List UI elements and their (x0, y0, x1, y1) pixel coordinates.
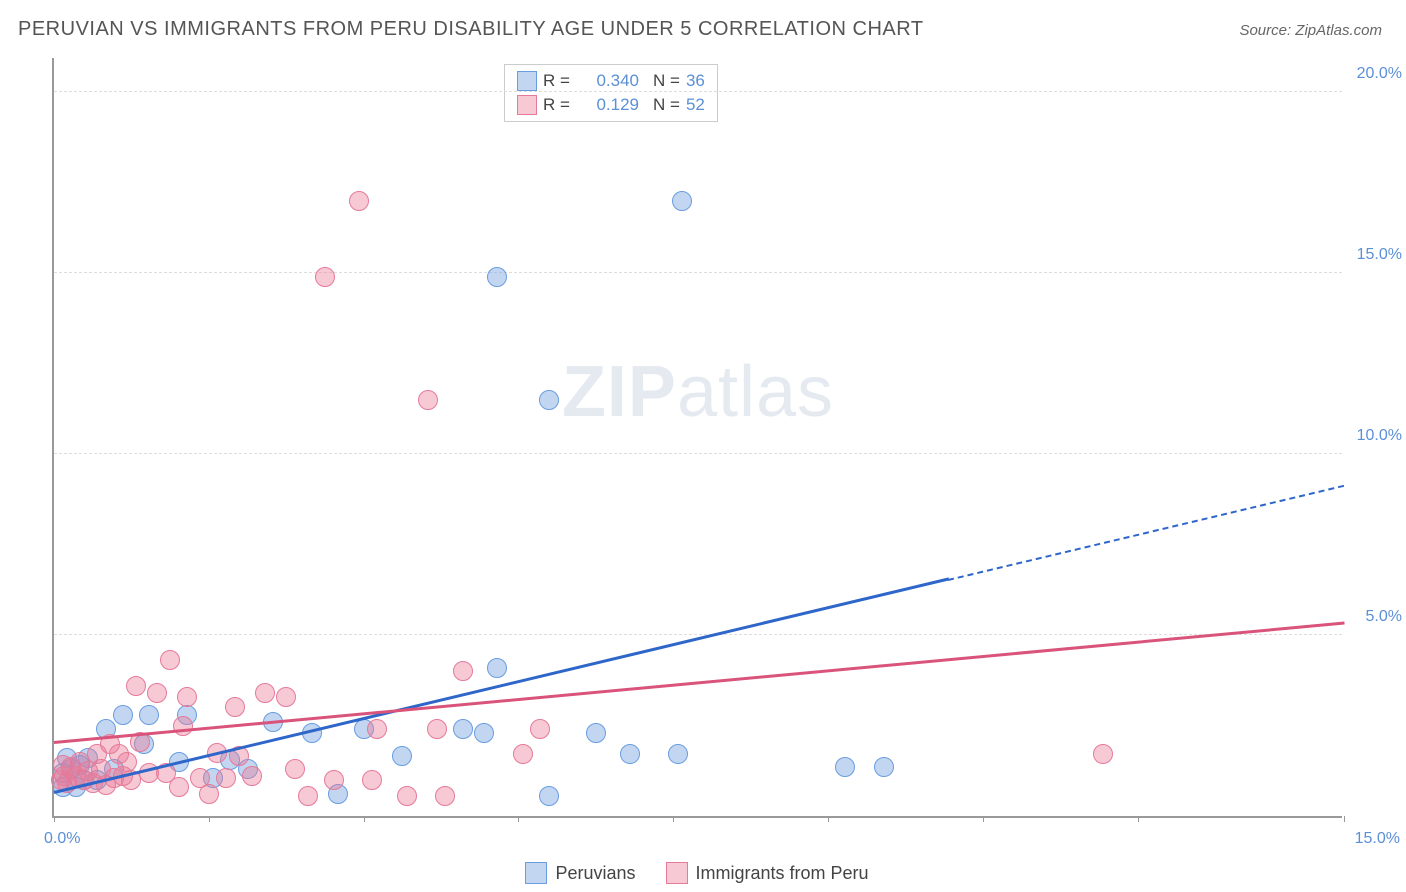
legend-swatch-icon (666, 862, 688, 884)
scatter-point (160, 650, 180, 670)
legend-row-immigrants: R = 0.129 N = 52 (517, 93, 705, 117)
scatter-point (362, 770, 382, 790)
x-tick-mark (518, 816, 519, 822)
scatter-point (392, 746, 412, 766)
n-value: 52 (686, 95, 705, 115)
legend-swatch-icon (517, 71, 537, 91)
legend-item-immigrants: Immigrants from Peru (666, 862, 869, 884)
legend-swatch-icon (525, 862, 547, 884)
scatter-point (530, 719, 550, 739)
scatter-point (539, 786, 559, 806)
series-legend: Peruvians Immigrants from Peru (52, 862, 1342, 884)
scatter-point (586, 723, 606, 743)
x-tick-mark (54, 816, 55, 822)
y-tick-label: 15.0% (1357, 246, 1402, 264)
legend-label: Peruvians (555, 863, 635, 884)
y-tick-label: 20.0% (1357, 65, 1402, 83)
scatter-point (276, 687, 296, 707)
scatter-point (453, 719, 473, 739)
legend-swatch-icon (517, 95, 537, 115)
legend-label: Immigrants from Peru (696, 863, 869, 884)
scatter-point (324, 770, 344, 790)
gridline (54, 91, 1342, 92)
scatter-point (177, 687, 197, 707)
watermark: ZIPatlas (562, 351, 834, 433)
y-tick-label: 10.0% (1357, 427, 1402, 445)
scatter-point (1093, 744, 1113, 764)
scatter-point (367, 719, 387, 739)
y-tick-label: 5.0% (1366, 608, 1402, 626)
gridline (54, 634, 1342, 635)
scatter-point (285, 759, 305, 779)
scatter-point (620, 744, 640, 764)
scatter-point (147, 683, 167, 703)
scatter-point (835, 757, 855, 777)
n-value: 36 (686, 71, 705, 91)
scatter-point (315, 267, 335, 287)
legend-item-peruvians: Peruvians (525, 862, 635, 884)
scatter-point (349, 191, 369, 211)
x-tick-mark (828, 816, 829, 822)
scatter-point (255, 683, 275, 703)
x-tick-label: 15.0% (1355, 830, 1400, 848)
r-value: 0.129 (583, 95, 639, 115)
scatter-point (225, 697, 245, 717)
scatter-point (513, 744, 533, 764)
scatter-point (190, 768, 210, 788)
scatter-point (668, 744, 688, 764)
scatter-point (487, 658, 507, 678)
scatter-point (672, 191, 692, 211)
correlation-legend: R = 0.340 N = 36 R = 0.129 N = 52 (504, 64, 718, 122)
x-tick-mark (673, 816, 674, 822)
scatter-point (242, 766, 262, 786)
gridline (54, 453, 1342, 454)
scatter-point (126, 676, 146, 696)
source-citation: Source: ZipAtlas.com (1239, 22, 1382, 39)
scatter-point (435, 786, 455, 806)
x-tick-label: 0.0% (44, 830, 80, 848)
scatter-point (427, 719, 447, 739)
scatter-point (139, 705, 159, 725)
chart-title: PERUVIAN VS IMMIGRANTS FROM PERU DISABIL… (18, 18, 924, 41)
scatter-point (113, 705, 133, 725)
scatter-point (418, 390, 438, 410)
scatter-point (216, 768, 236, 788)
x-tick-mark (983, 816, 984, 822)
x-tick-mark (364, 816, 365, 822)
x-tick-mark (209, 816, 210, 822)
x-tick-mark (1138, 816, 1139, 822)
scatter-point (487, 267, 507, 287)
scatter-plot-area: ZIPatlas R = 0.340 N = 36 R = 0.129 N = … (52, 58, 1342, 818)
scatter-point (453, 661, 473, 681)
gridline (54, 272, 1342, 273)
scatter-point (397, 786, 417, 806)
scatter-point (539, 390, 559, 410)
x-tick-mark (1344, 816, 1345, 822)
scatter-point (474, 723, 494, 743)
legend-row-peruvians: R = 0.340 N = 36 (517, 69, 705, 93)
trend-line (948, 485, 1344, 581)
r-value: 0.340 (583, 71, 639, 91)
scatter-point (874, 757, 894, 777)
scatter-point (298, 786, 318, 806)
